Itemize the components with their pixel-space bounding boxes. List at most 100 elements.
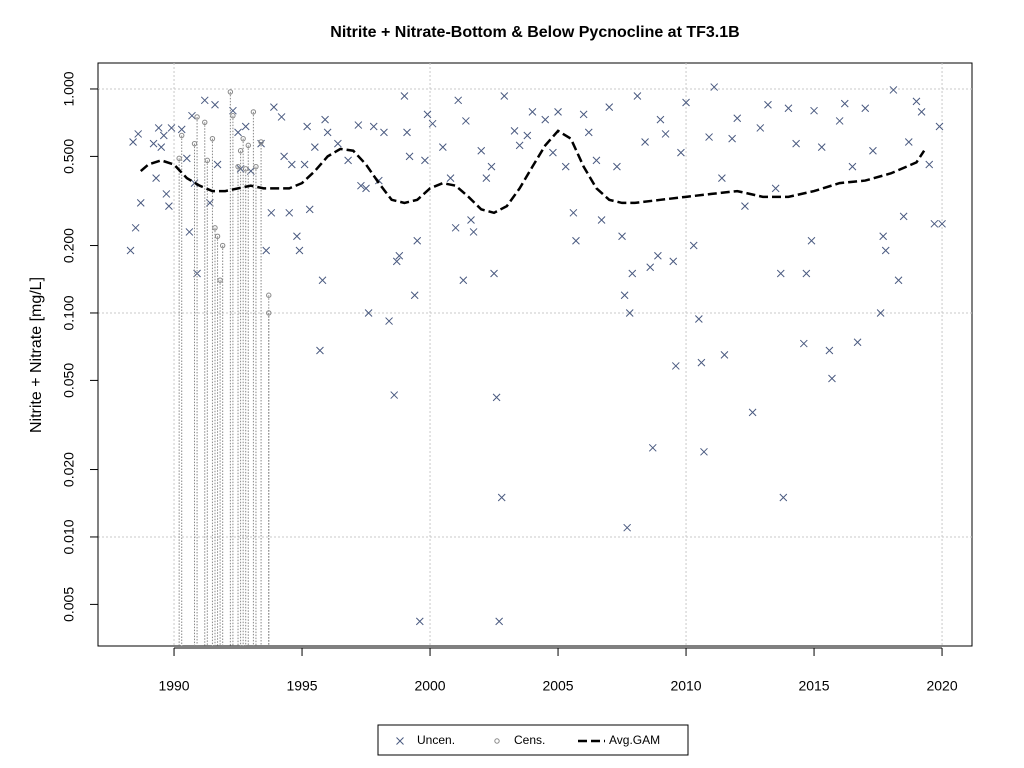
data-point [451, 223, 460, 232]
x-tick-label: 2000 [414, 678, 445, 694]
data-point [423, 110, 432, 119]
data-point [159, 131, 168, 140]
data-point [876, 309, 885, 317]
data-point [400, 92, 409, 100]
data-point [495, 617, 504, 626]
data-point [561, 162, 570, 171]
legend-symbol [494, 738, 500, 744]
x-tick-label: 2020 [926, 678, 957, 694]
data-point [648, 443, 657, 452]
data-point [549, 148, 557, 157]
censored-point [204, 157, 211, 164]
censored-point [266, 310, 272, 316]
data-point [597, 216, 606, 224]
censored-point [258, 139, 264, 145]
data-point [646, 263, 655, 272]
data-point [497, 493, 506, 502]
legend-label: Uncen. [417, 733, 455, 747]
data-point [904, 138, 913, 146]
data-point [234, 128, 242, 137]
data-point [620, 291, 629, 300]
data-point [182, 154, 191, 163]
data-point [267, 208, 276, 217]
data-point [817, 143, 826, 151]
data-point [149, 139, 158, 148]
data-point [515, 141, 524, 150]
data-point [912, 97, 921, 106]
data-point [779, 493, 788, 502]
data-point [618, 232, 626, 241]
data-point [200, 96, 209, 105]
data-point [459, 276, 468, 285]
data-point [413, 236, 422, 245]
data-point [700, 447, 708, 456]
data-point [879, 232, 888, 241]
data-point [853, 338, 862, 347]
data-point [454, 96, 463, 105]
data-point [500, 92, 509, 100]
x-tick-label: 1990 [158, 678, 189, 694]
data-point [295, 246, 304, 255]
censored-point [214, 233, 221, 239]
data-point [487, 162, 496, 171]
data-point [162, 190, 171, 198]
data-point [733, 114, 742, 123]
x-tick-label: 1995 [286, 678, 317, 694]
data-point [134, 130, 143, 138]
plot-frame [97, 62, 973, 647]
data-point [318, 276, 327, 285]
data-point [462, 117, 470, 125]
y-tick-label: 1.000 [61, 71, 77, 106]
data-point [705, 133, 713, 141]
data-point [136, 199, 145, 207]
data-point [592, 156, 601, 165]
data-point [633, 92, 642, 100]
data-point [694, 315, 703, 323]
data-point [303, 122, 312, 131]
data-point [584, 128, 593, 137]
data-point [930, 219, 939, 228]
data-point [528, 108, 537, 116]
data-point [579, 110, 588, 119]
data-point [613, 162, 621, 171]
y-tick-label: 0.005 [61, 587, 77, 622]
data-point [467, 216, 475, 224]
data-point [177, 125, 186, 134]
data-point [899, 212, 908, 221]
data-point [776, 269, 785, 278]
data-point [741, 202, 749, 210]
data-point [392, 257, 401, 266]
data-point [270, 103, 278, 111]
data-point [541, 115, 550, 124]
data-point [523, 131, 532, 140]
data-point [385, 317, 393, 325]
data-point [280, 152, 288, 161]
censored-point [250, 109, 257, 115]
data-point [421, 156, 429, 165]
data-point [167, 124, 176, 132]
censored-point [243, 166, 249, 172]
data-point [677, 148, 685, 157]
data-point [152, 174, 160, 182]
data-point [771, 184, 780, 193]
data-point [482, 174, 491, 182]
censored-point [240, 135, 246, 142]
data-point [277, 113, 286, 121]
data-point [799, 339, 808, 348]
data-point [380, 128, 388, 137]
data-point [405, 152, 414, 161]
trend-line [139, 129, 926, 215]
data-point [764, 100, 772, 109]
data-point [446, 174, 455, 182]
data-point [323, 128, 332, 137]
censored-point [253, 163, 259, 170]
censored-point [245, 142, 251, 149]
data-point [792, 139, 800, 148]
data-point [572, 236, 580, 245]
data-point [840, 99, 849, 108]
data-point [748, 408, 757, 417]
censored-point [217, 277, 223, 283]
chart-title: Nitrite + Nitrate-Bottom & Below Pycnocl… [330, 24, 739, 41]
data-point [490, 269, 498, 278]
